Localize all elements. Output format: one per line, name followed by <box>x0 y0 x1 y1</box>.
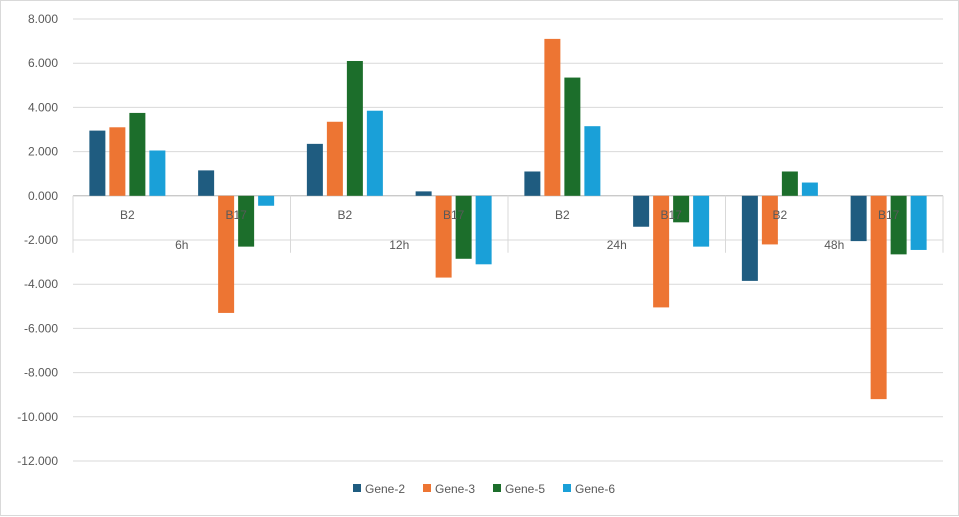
bar-gene-3 <box>218 195 235 313</box>
bar-gene-2 <box>89 130 106 196</box>
x-group-label: 48h <box>824 238 844 252</box>
bar-gene-5 <box>890 195 907 255</box>
y-tick-label: -12.000 <box>17 454 58 468</box>
x-subcategory-label: B2 <box>555 208 570 222</box>
bar-gene-3 <box>435 195 452 278</box>
bar-gene-3 <box>653 195 670 308</box>
bar-gene-6 <box>584 126 601 196</box>
y-tick-label: 8.000 <box>28 12 58 26</box>
y-tick-label: 2.000 <box>28 145 58 159</box>
legend-entry: Gene-5 <box>505 482 545 496</box>
bar-gene-3 <box>761 195 778 245</box>
legend-entry: Gene-6 <box>575 482 615 496</box>
x-subcategory-label: B17 <box>225 208 247 222</box>
bar-gene-5 <box>346 60 363 196</box>
bar-gene-2 <box>524 171 541 196</box>
bar-gene-5 <box>455 195 472 259</box>
bar-gene-3 <box>870 195 887 400</box>
bar-gene-5 <box>129 112 146 196</box>
bar-gene-2 <box>198 170 215 196</box>
bar-gene-6 <box>149 150 166 196</box>
bar-gene-2 <box>306 143 323 196</box>
x-group-label: 12h <box>389 238 409 252</box>
y-tick-label: -2.000 <box>24 233 58 247</box>
legend-swatch <box>353 484 361 492</box>
bar-gene-2 <box>415 191 432 196</box>
bar-gene-3 <box>326 121 343 196</box>
x-subcategory-label: B17 <box>878 208 900 222</box>
bar-gene-5 <box>781 171 798 196</box>
bar-gene-6 <box>693 195 710 247</box>
bar-gene-5 <box>564 77 581 196</box>
y-tick-label: -4.000 <box>24 277 58 291</box>
x-subcategory-label: B2 <box>338 208 353 222</box>
bar-gene-2 <box>741 195 758 281</box>
y-tick-label: 4.000 <box>28 100 58 114</box>
bar-gene-5 <box>238 195 255 247</box>
bar-gene-6 <box>801 182 818 196</box>
y-tick-label: -6.000 <box>24 321 58 335</box>
legend-entry: Gene-2 <box>365 482 405 496</box>
y-tick-label: -10.000 <box>17 410 58 424</box>
legend-swatch <box>423 484 431 492</box>
y-tick-label: 6.000 <box>28 56 58 70</box>
bar-gene-2 <box>850 195 867 242</box>
legend-entry: Gene-3 <box>435 482 475 496</box>
y-tick-label: -8.000 <box>24 366 58 380</box>
bar-gene-5 <box>673 195 690 223</box>
bar-gene-6 <box>475 195 492 265</box>
y-tick-label: 0.000 <box>28 189 58 203</box>
bar-gene-2 <box>633 195 650 227</box>
bar-gene-6 <box>366 110 383 196</box>
bar-gene-6 <box>258 195 275 206</box>
legend-swatch <box>563 484 571 492</box>
bar-gene-3 <box>544 38 561 196</box>
bar-gene-6 <box>910 195 927 250</box>
x-subcategory-label: B17 <box>660 208 682 222</box>
x-subcategory-label: B17 <box>443 208 465 222</box>
x-subcategory-label: B2 <box>773 208 788 222</box>
bar-gene-3 <box>109 127 126 196</box>
legend-swatch <box>493 484 501 492</box>
x-subcategory-label: B2 <box>120 208 135 222</box>
x-group-label: 24h <box>607 238 627 252</box>
x-group-label: 6h <box>175 238 188 252</box>
